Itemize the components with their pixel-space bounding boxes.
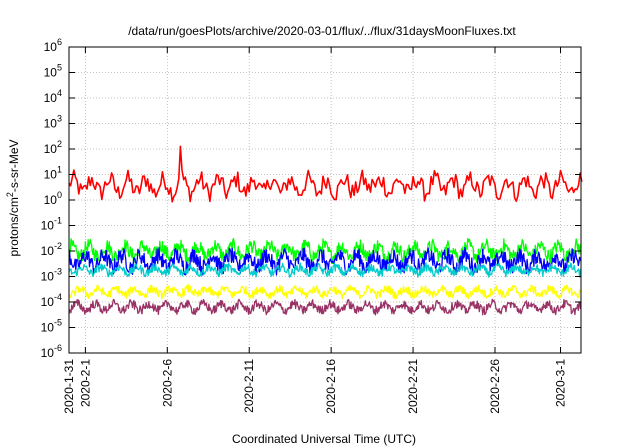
y-tick-label: 10-4 [41, 292, 62, 309]
grid [69, 47, 581, 353]
chart-title: /data/run/goesPlots/archive/2020-03-01/f… [128, 24, 516, 38]
y-tick-label: 10-6 [41, 343, 62, 360]
x-tick-label: 2020-2-26 [488, 359, 502, 414]
x-axis-label: Coordinated Universal Time (UTC) [232, 432, 416, 446]
x-axis: 2020-1-31 2020-2-1 2020-2-6 2020-2-11 2020-2… [62, 47, 568, 414]
y-tick-label: 104 [44, 88, 62, 105]
series-line [68, 284, 582, 300]
x-tick-label: 2020-2-21 [406, 359, 420, 414]
x-tick-label: 2020-1-31 [62, 359, 76, 414]
series-line [68, 262, 582, 278]
y-tick-label: 106 [44, 37, 62, 54]
y-tick-label: 105 [44, 63, 62, 80]
y-tick-label: 103 [44, 114, 62, 131]
x-tick-label: 2020-2-11 [242, 359, 256, 413]
series-line [68, 246, 582, 276]
y-tick-label: 100 [44, 190, 62, 207]
x-tick-label: 2020-2-1 [78, 359, 92, 407]
series-line [68, 237, 582, 265]
y-tick-label: 10-5 [41, 318, 62, 335]
x-tick-label: 2020-3-1 [554, 359, 568, 407]
y-tick-label: 102 [44, 139, 62, 156]
x-tick-label: 2020-2-6 [160, 359, 174, 407]
y-tick-label: 10-3 [41, 267, 62, 284]
y-tick-label: 101 [44, 165, 62, 182]
y-tick-label: 10-2 [41, 241, 62, 258]
y-tick-label: 10-1 [41, 216, 62, 233]
x-tick-label: 2020-2-16 [324, 359, 338, 414]
y-axis-label: protons/cm2-s-sr-MeV [5, 139, 21, 256]
y-axis: 10-6 10-5 10-4 10-3 10-2 10-1 100 101 102 103 104 1… [41, 37, 581, 360]
series-line [68, 298, 582, 316]
series-group [68, 145, 583, 316]
series-line [68, 145, 583, 203]
